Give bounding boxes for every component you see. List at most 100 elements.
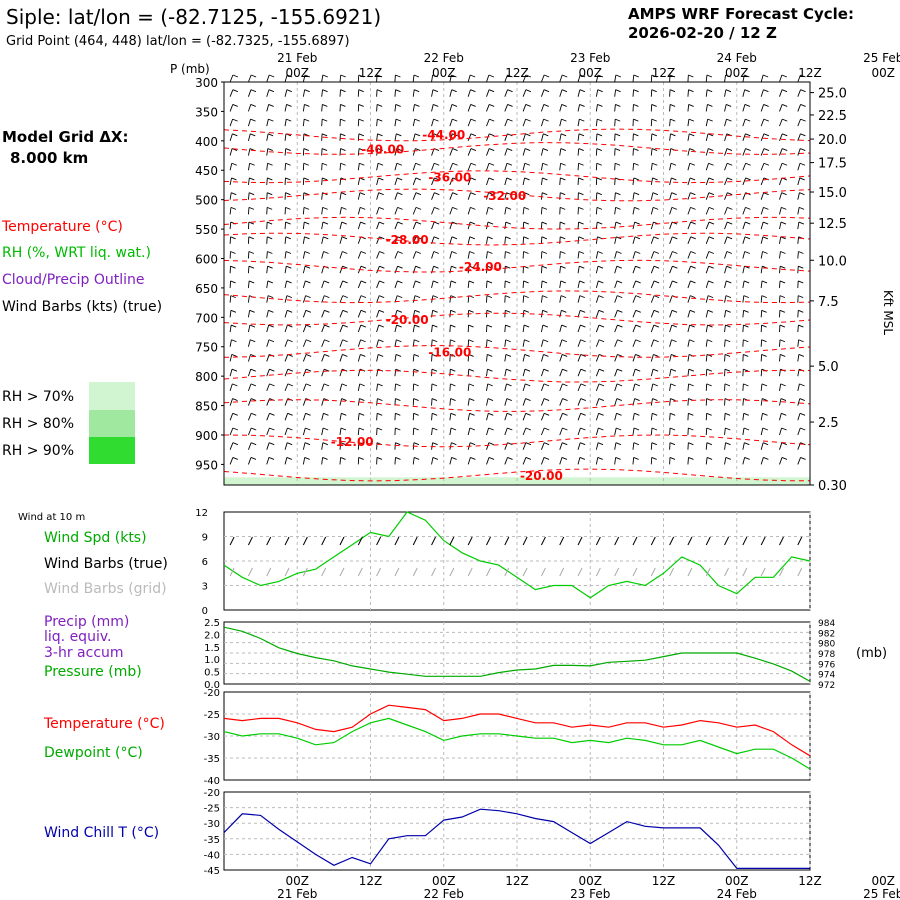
temp-contour-line — [223, 142, 811, 155]
precip-tick-label: 0.0 — [204, 680, 220, 691]
wind-barb — [229, 133, 233, 141]
wind-barb — [339, 177, 342, 186]
pressure-tick-label: 500 — [195, 194, 218, 208]
wind-barb — [247, 118, 251, 127]
windspd-tick-label: 3 — [202, 582, 208, 593]
wind-barb-flag — [524, 148, 531, 151]
wind-barb — [229, 222, 232, 230]
wind-barb — [376, 398, 378, 406]
wind-barb — [669, 251, 673, 259]
wind-barb-flag — [633, 162, 639, 166]
wind-barb — [339, 427, 342, 436]
wind-barb-flag — [670, 118, 676, 122]
wind-barb — [705, 89, 708, 97]
wind-barb — [650, 280, 655, 289]
wind-barb — [412, 192, 417, 200]
wind-barb — [357, 383, 361, 391]
wind-barb — [760, 177, 765, 186]
wind-barb-flag — [322, 442, 329, 446]
wind-barb — [650, 369, 654, 377]
wind-barb — [614, 266, 618, 274]
pressure-tick-label: 700 — [195, 311, 218, 325]
wind-barb — [412, 354, 415, 362]
wind-barb — [302, 457, 306, 465]
wind-barb — [669, 310, 673, 318]
wind-barb-flag — [726, 148, 733, 151]
temp-contour-label: -40.00 — [361, 142, 404, 156]
wind-barb — [687, 295, 691, 303]
wind-barb — [577, 398, 582, 406]
wind-barb — [247, 133, 251, 141]
wind-barb-flag — [800, 148, 806, 151]
wind-barb — [595, 89, 599, 97]
wind-barb — [669, 383, 672, 391]
height-tick-label: 10.0 — [818, 254, 847, 269]
wind-barb-flag — [322, 89, 328, 93]
temp-contour-line — [223, 128, 811, 142]
wind-barb-flag — [305, 354, 312, 357]
sfc-wind-barb — [687, 536, 693, 546]
wind-barb-flag — [378, 192, 384, 196]
wind-barb-flag — [559, 221, 566, 225]
wind-barb-flag — [543, 339, 549, 343]
wind-barb-flag — [707, 295, 714, 299]
wind-barb-flag — [322, 456, 328, 460]
wind-barb-flag — [672, 251, 678, 254]
wind-barb — [412, 295, 416, 303]
wind-barb — [229, 118, 234, 127]
wind-barb-flag — [287, 383, 293, 387]
wind-barb-flag — [230, 309, 237, 313]
wind-barb-flag — [468, 309, 474, 313]
wind-barb-flag — [671, 324, 677, 328]
wind-barb-flag — [781, 74, 788, 78]
wind-barb — [760, 442, 764, 450]
wind-barb — [504, 339, 507, 347]
wind-barb — [412, 236, 417, 244]
wind-barb — [467, 207, 471, 215]
wind-barb — [595, 457, 599, 465]
wind-barb-flag — [725, 89, 732, 93]
wind-barb-flag — [324, 324, 330, 328]
wind-barb-flag — [670, 398, 676, 401]
date-label-top: 25 Feb — [863, 51, 900, 65]
wind-barb-flag — [451, 103, 458, 107]
wind-barb-flag — [541, 280, 548, 284]
wind-barb — [284, 236, 287, 244]
wind-barb — [247, 266, 250, 274]
windchill-tick-label: -20 — [204, 788, 220, 799]
wind-barb-flag — [323, 412, 329, 416]
wind-barb — [577, 104, 581, 112]
windchill-tick-label: -30 — [204, 819, 220, 830]
wind-barb-flag — [706, 354, 713, 357]
wind-barb — [486, 163, 490, 171]
wind-barb — [797, 89, 801, 97]
wind-barb-flag — [269, 368, 275, 372]
pressure-tick-label-sfc: 982 — [818, 629, 835, 639]
wind-barb — [577, 413, 582, 421]
wind-barb-flag — [615, 206, 621, 210]
wind-barb-flag — [395, 427, 401, 431]
sfc-wind-barb — [412, 536, 418, 546]
wind-barb — [797, 324, 799, 333]
wind-barb — [742, 104, 746, 112]
wind-barb-flag — [395, 118, 402, 122]
wind-barb — [669, 324, 673, 333]
wind-barb-flag — [486, 295, 493, 299]
wind-barb-flag — [761, 354, 767, 357]
wind-barb — [302, 266, 306, 274]
p4-series-line — [223, 704, 811, 757]
wind-barb-flag — [561, 339, 568, 343]
wind-barb-flag — [781, 162, 788, 166]
wind-barb-flag — [780, 383, 786, 387]
wind-barb — [284, 354, 289, 362]
wind-barb-flag — [561, 309, 567, 313]
wind-barb-flag — [342, 251, 348, 254]
wind-barb — [705, 251, 710, 259]
sfc-wind-barb — [760, 536, 766, 546]
wind-barb — [394, 221, 399, 230]
wind-barb — [412, 324, 415, 333]
hour-label-bottom: 12Z — [652, 874, 676, 888]
wind-barb — [339, 383, 343, 391]
wind-barb — [247, 148, 251, 156]
wind-barb-flag — [231, 148, 238, 151]
